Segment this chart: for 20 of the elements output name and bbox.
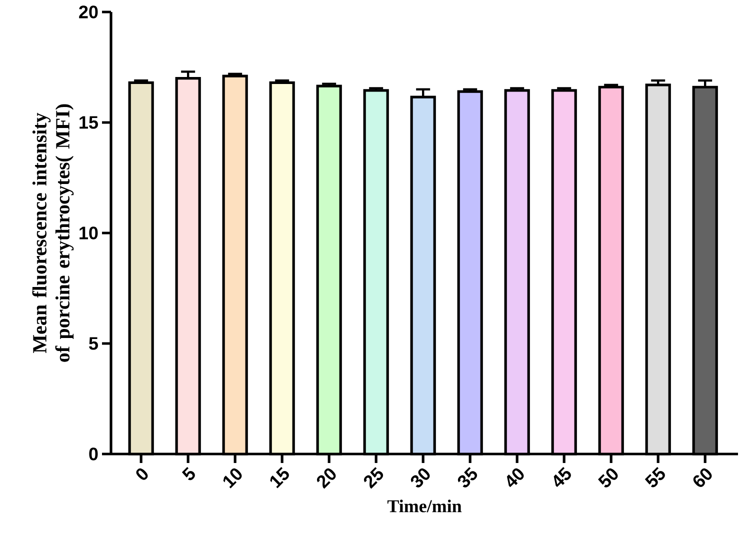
x-tick-label: 25 — [364, 467, 384, 489]
x-tick-label: 20 — [316, 468, 336, 489]
x-tick-label: 5 — [182, 466, 195, 480]
x-tick-label: 50 — [598, 468, 618, 488]
y-tick-label: 0 — [89, 448, 98, 460]
x-axis-title: Time/min — [387, 500, 462, 512]
x-tick-label: 15 — [270, 466, 289, 488]
x-tick-label: 45 — [554, 466, 571, 488]
x-tick-label: 0 — [136, 468, 148, 480]
x-tick-label: 55 — [644, 466, 665, 488]
y-tick-label: 5 — [89, 337, 98, 350]
y-tick-label: 15 — [80, 116, 98, 129]
x-tick-label: 30 — [410, 468, 430, 488]
y-tick-label: 20 — [79, 6, 98, 18]
x-tick-label: 40 — [506, 468, 524, 488]
y-axis-title: Mean fluorescence intensity of porcine erythrocytes( MFI) — [32, 104, 74, 362]
x-tick-label: 35 — [458, 467, 478, 488]
x-tick-label: 10 — [223, 468, 242, 488]
x-tick-label: 60 — [693, 468, 712, 487]
y-tick-label: 10 — [80, 226, 98, 240]
